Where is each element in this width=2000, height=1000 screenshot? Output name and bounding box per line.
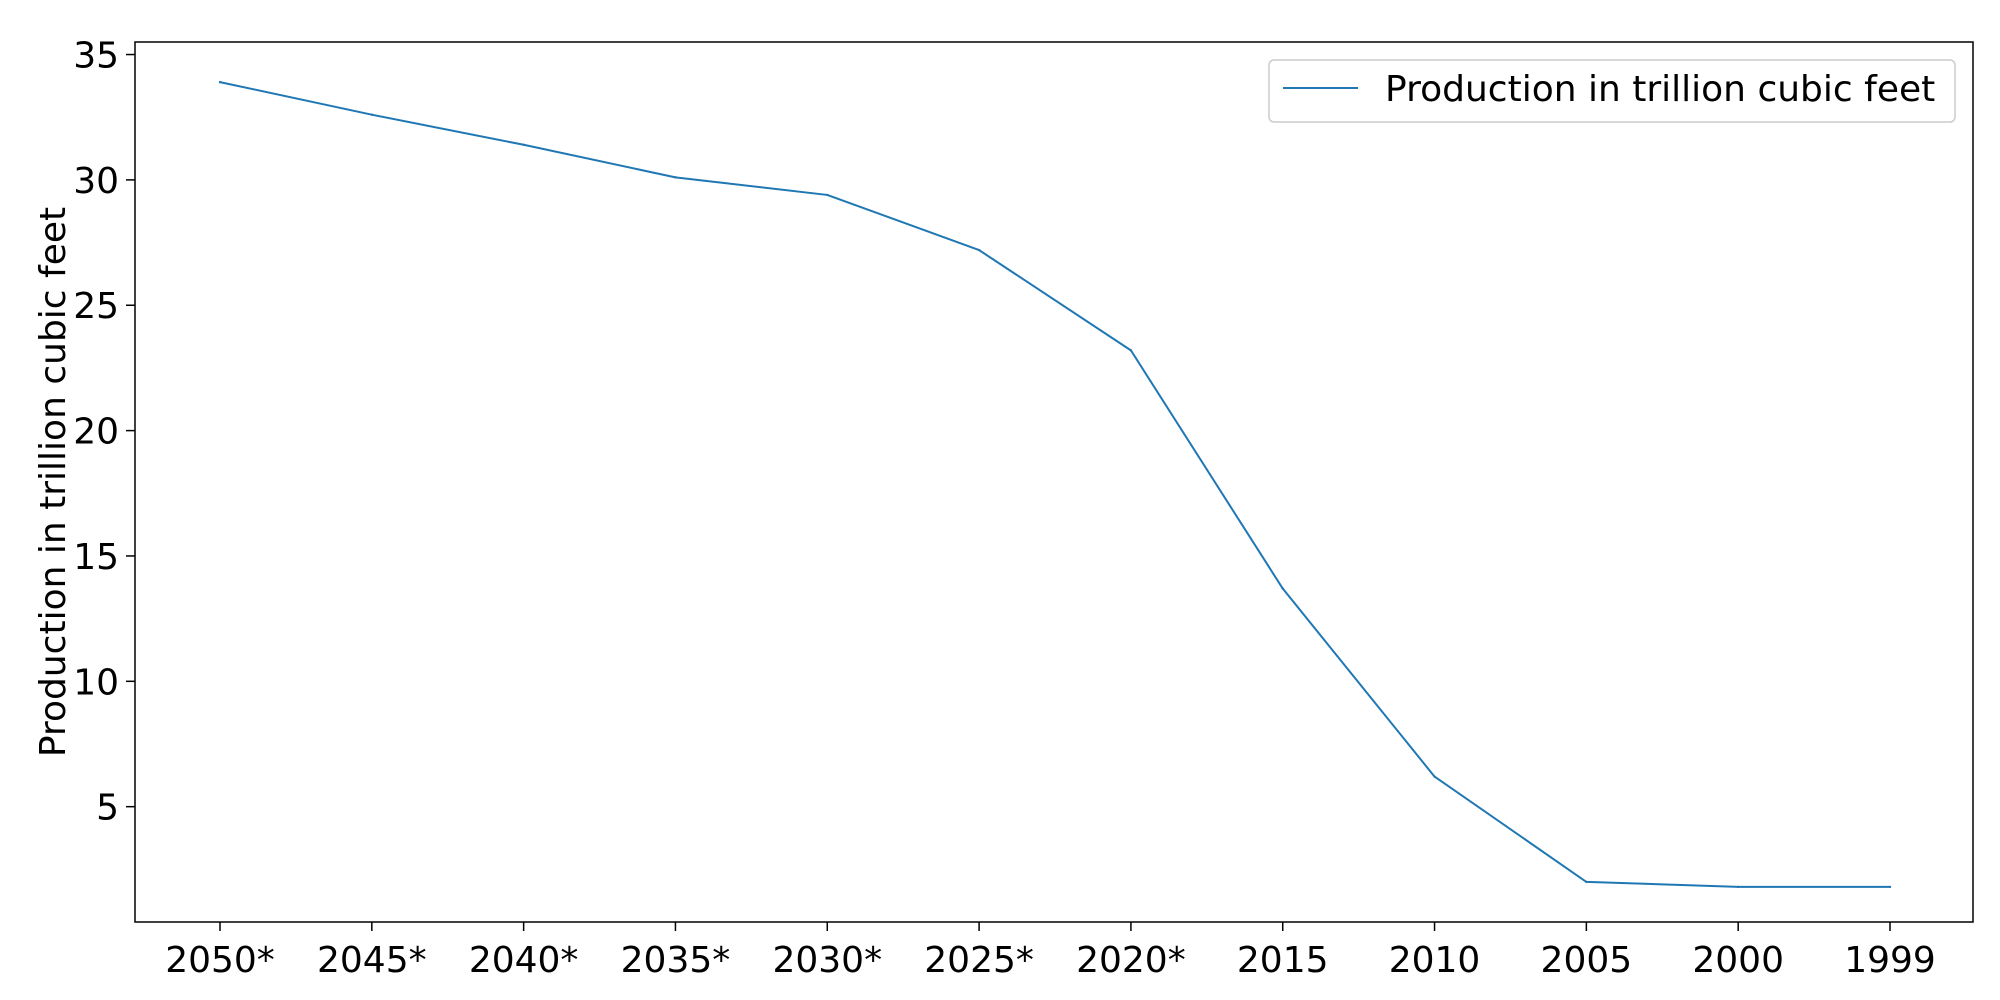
plot-area <box>134 41 1974 923</box>
y-tick-label: 15 <box>73 537 119 578</box>
data-point <box>370 113 374 116</box>
data-point <box>977 248 981 252</box>
data-point <box>1129 349 1133 352</box>
y-tick-label: 30 <box>73 161 119 202</box>
data-point <box>218 80 222 84</box>
x-tick-label: 2005 <box>1541 940 1633 981</box>
data-point <box>826 193 829 197</box>
x-axis-ticks: 2050* 2045* 2040* 2035* 2030* 2025* 2020* 2015 2… <box>165 922 1936 981</box>
y-axis-ticks: 5 10 15 20 25 30 35 <box>73 36 135 829</box>
y-tick-label: 25 <box>73 286 119 327</box>
y-tick-label: 20 <box>73 412 119 453</box>
y-tick-label: 35 <box>73 36 119 77</box>
x-tick-label: 2040* <box>469 940 579 981</box>
data-point <box>1585 880 1588 884</box>
x-tick-label: 2045* <box>317 940 427 981</box>
x-tick-label: 2020* <box>1076 940 1186 981</box>
x-tick-label: 2035* <box>621 940 731 981</box>
legend-label: Production in trillion cubic feet <box>1385 69 1935 110</box>
data-point <box>1736 885 1740 889</box>
x-tick-label: 2050* <box>165 940 275 981</box>
data-point <box>674 176 677 179</box>
x-tick-label: 2030* <box>772 940 882 981</box>
x-tick-label: 2025* <box>924 940 1034 981</box>
series-layer <box>218 80 1892 889</box>
x-tick-label: 2015 <box>1237 940 1329 981</box>
legend-box <box>1268 59 1956 123</box>
data-point <box>1281 587 1284 590</box>
x-tick-label: 2000 <box>1692 940 1784 981</box>
legend: Production in trillion cubic feet <box>1268 59 1956 123</box>
y-axis-label: Production in trillion cubic feet <box>33 207 74 757</box>
data-point <box>522 143 525 146</box>
series-line <box>219 81 1890 888</box>
y-tick-label: 10 <box>73 662 119 703</box>
x-tick-label: 2010 <box>1389 940 1481 981</box>
y-tick-label: 5 <box>96 788 119 829</box>
data-point <box>1433 775 1436 778</box>
x-tick-label: 1999 <box>1844 940 1936 981</box>
data-point <box>1888 885 1892 889</box>
